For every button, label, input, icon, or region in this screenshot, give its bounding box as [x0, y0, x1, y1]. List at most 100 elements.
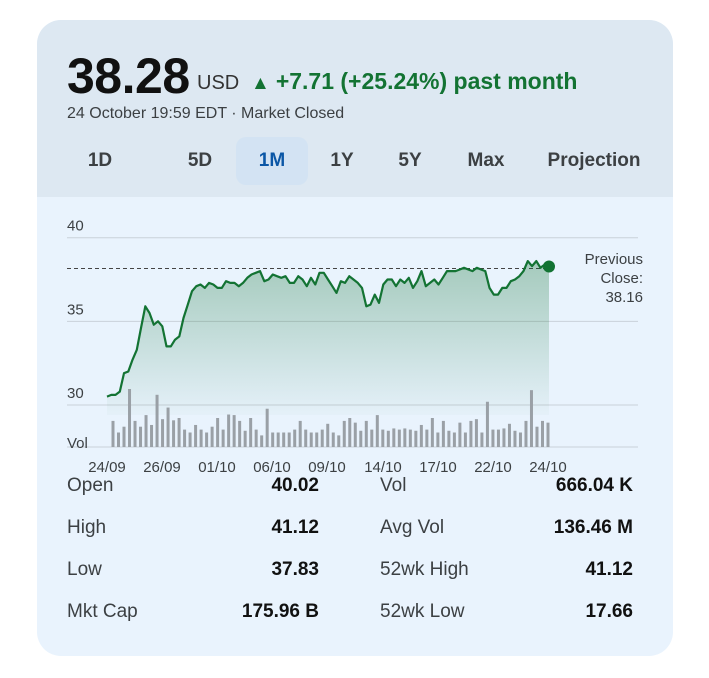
- tab-1d[interactable]: 1D: [87, 150, 113, 171]
- tab-projection[interactable]: Projection: [547, 150, 641, 171]
- volume-bar: [177, 418, 181, 447]
- volume-bar: [452, 432, 456, 447]
- volume-bar: [271, 432, 275, 447]
- stat-high: High 41.12: [67, 517, 319, 557]
- previous-close-label: Close:: [600, 270, 643, 287]
- quote-header: 38.28 USD ▲ +7.71 (+25.24%) past month 24…: [37, 20, 673, 197]
- volume-bar: [216, 418, 220, 447]
- stat-value: 175.96 B: [241, 601, 319, 622]
- stat-label: Mkt Cap: [67, 601, 138, 622]
- stat-average-volume: Avg Vol 136.46 M: [380, 517, 633, 557]
- price-line: [106, 260, 550, 398]
- volume-bar: [458, 422, 462, 447]
- volume-bar: [469, 420, 473, 447]
- volume-bar: [529, 390, 533, 447]
- volume-bar: [243, 430, 247, 447]
- volume-bar: [535, 426, 539, 447]
- volume-bar: [133, 420, 137, 447]
- volume-bar: [128, 389, 132, 447]
- volume-bar: [139, 426, 143, 447]
- volume-bar: [276, 432, 280, 447]
- stat-label: 52wk Low: [380, 601, 465, 622]
- x-tick-label: 01/10: [198, 459, 236, 476]
- volume-bar: [524, 420, 528, 447]
- stat-value: 17.66: [585, 601, 633, 622]
- volume-bar: [430, 418, 434, 447]
- volume-bar: [463, 432, 467, 447]
- volume-bar: [249, 418, 253, 447]
- stat-low: Low 37.83: [67, 559, 319, 599]
- price-change: ▲ +7.71 (+25.24%) past month: [251, 68, 578, 95]
- volume-bar: [254, 429, 258, 447]
- volume-bar: [518, 432, 522, 447]
- volume-bar: [326, 423, 330, 447]
- x-tick-label: 24/10: [529, 459, 567, 476]
- volume-bar: [419, 424, 423, 447]
- volume-bar: [117, 432, 121, 447]
- volume-bar: [265, 408, 269, 447]
- volume-bar: [386, 430, 390, 447]
- volume-label: Vol: [67, 435, 88, 452]
- stat-value: 40.02: [271, 475, 319, 496]
- volume-bar: [480, 432, 484, 447]
- stat-open: Open 40.02: [67, 475, 319, 515]
- tab-5y[interactable]: 5Y: [398, 150, 422, 171]
- stat-label: Vol: [380, 475, 407, 496]
- volume-bar: [502, 428, 506, 447]
- stat-label: Open: [67, 475, 114, 496]
- previous-close-label: 38.16: [605, 289, 643, 306]
- volume-bar: [491, 429, 495, 447]
- volume-bar: [414, 430, 418, 447]
- volume-bar: [199, 429, 203, 447]
- volume-bar: [353, 422, 357, 447]
- volume-bar: [474, 419, 478, 447]
- price-change-text: +7.71 (+25.24%) past month: [275, 68, 578, 94]
- volume-bar: [342, 420, 346, 447]
- volume-bar: [293, 429, 297, 447]
- volume-bar: [194, 424, 198, 447]
- volume-bar: [397, 429, 401, 447]
- volume-bar: [122, 426, 126, 447]
- volume-bar: [111, 420, 115, 447]
- volume-bar: [232, 415, 236, 447]
- stat-label: High: [67, 517, 107, 538]
- volume-bar: [364, 420, 368, 447]
- tab-1y[interactable]: 1Y: [330, 150, 354, 171]
- volume-bar: [496, 429, 500, 447]
- price-chart[interactable]: 40 35 30 Vol 24/09 26/09 01/10 06/10 09/10 14/10 1…: [37, 197, 673, 477]
- currency-label: USD: [197, 72, 240, 94]
- volume-bar: [403, 428, 407, 447]
- volume-bar: [331, 432, 335, 447]
- volume-bar: [166, 407, 170, 447]
- volume-bar: [309, 432, 313, 447]
- stat-label: Low: [67, 559, 102, 580]
- previous-close-label: Previous: [585, 251, 643, 268]
- stat-value: 41.12: [271, 517, 319, 538]
- volume-bar: [221, 429, 225, 447]
- volume-bar: [370, 429, 374, 447]
- volume-bar: [436, 432, 440, 447]
- tab-5d[interactable]: 5D: [187, 150, 213, 171]
- volume-bar: [540, 420, 544, 447]
- volume-bar: [507, 423, 511, 447]
- volume-bar: [381, 429, 385, 447]
- tab-1m[interactable]: 1M: [236, 137, 308, 185]
- y-tick-label: 35: [67, 301, 84, 318]
- volume-bar: [298, 420, 302, 447]
- volume-bar: [485, 401, 489, 447]
- x-tick-label: 26/09: [143, 459, 181, 476]
- volume-bar: [161, 419, 165, 447]
- stat-value: 41.12: [585, 559, 633, 580]
- stat-label: 52wk High: [380, 559, 469, 580]
- volume-bar: [447, 430, 451, 447]
- volume-bar: [144, 415, 148, 447]
- volume-bar: [210, 426, 214, 447]
- x-tick-label: 14/10: [364, 459, 402, 476]
- time-range-tabs: 1D 5D 1M 1Y 5Y Max Projection: [67, 137, 647, 185]
- stat-value: 37.83: [271, 559, 319, 580]
- stat-volume: Vol 666.04 K: [380, 475, 633, 515]
- stat-value: 136.46 M: [553, 517, 633, 538]
- volume-bar: [304, 429, 308, 447]
- tab-max[interactable]: Max: [467, 150, 505, 171]
